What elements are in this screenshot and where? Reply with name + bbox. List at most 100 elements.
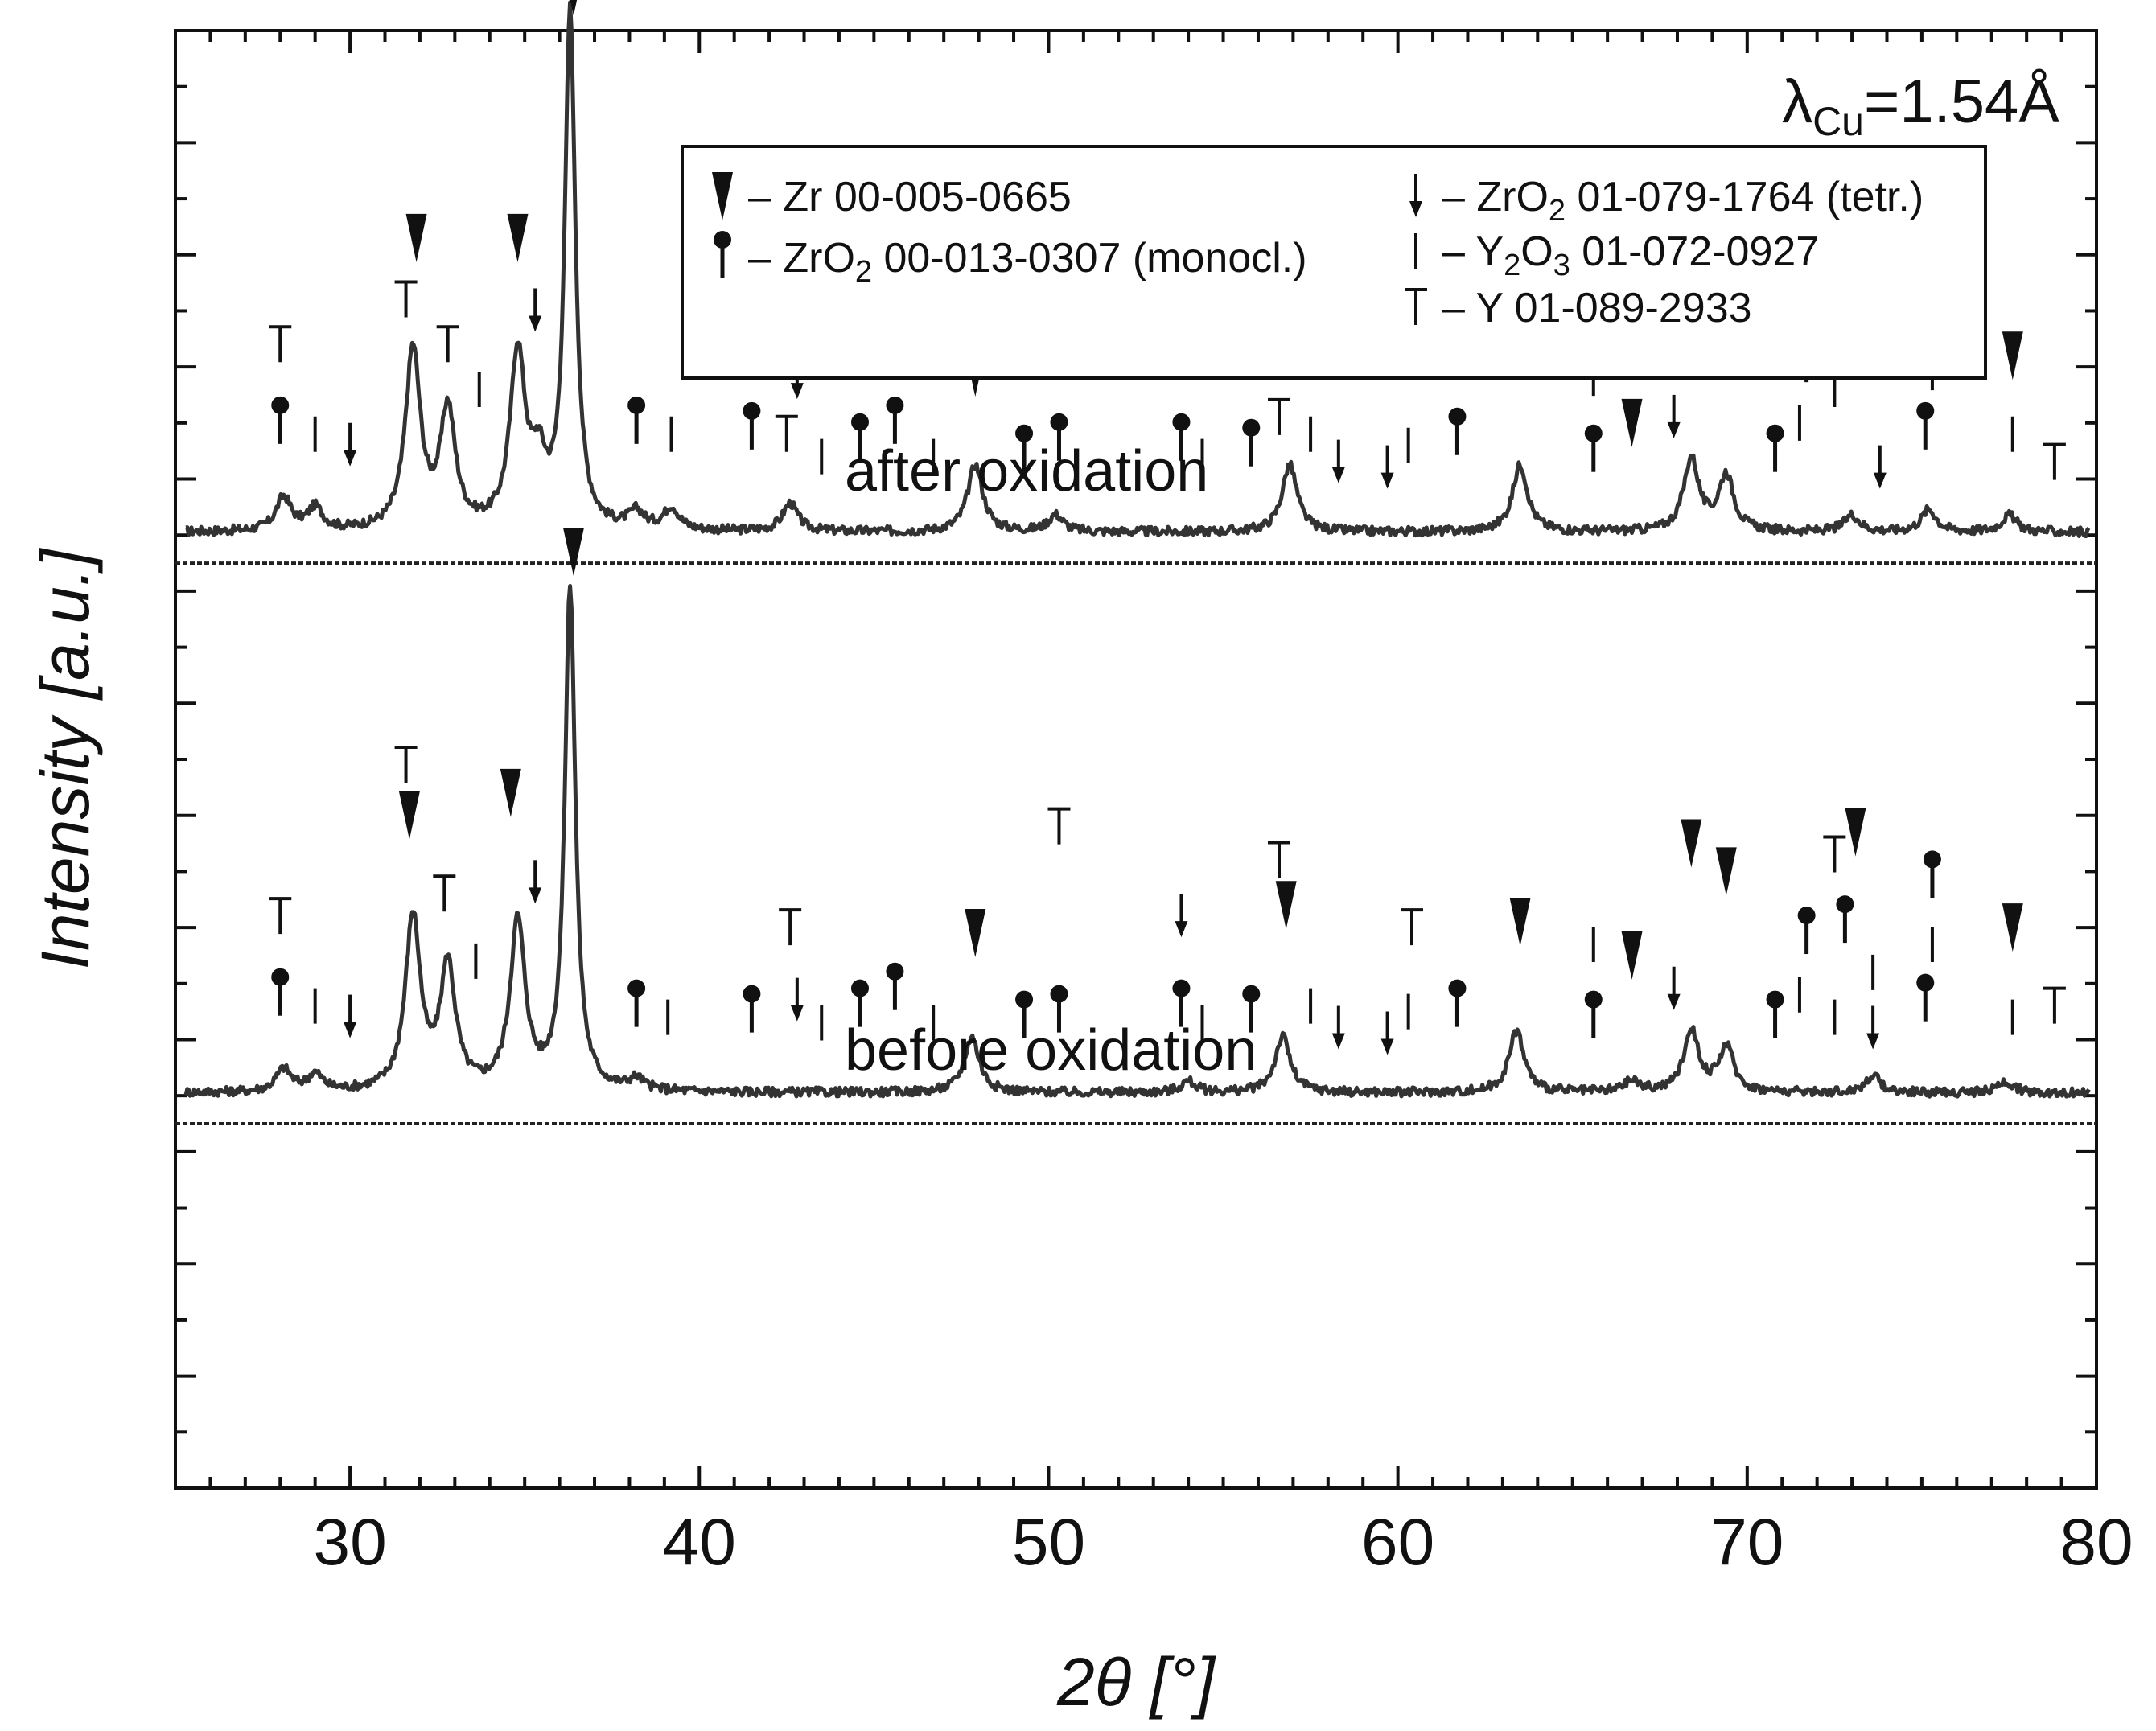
zro2-tetragonal-marker <box>1175 894 1188 938</box>
legend-entry: – ZrO2 01-079-1764 (tetr.) <box>1442 174 1924 228</box>
y-marker <box>775 414 798 452</box>
zro2-tetragonal-marker <box>1331 1005 1345 1050</box>
zr-marker <box>507 213 529 262</box>
series-line <box>185 0 2091 539</box>
y-marker <box>394 745 418 783</box>
zro2-monoclinic-marker <box>1923 850 1941 898</box>
y-marker <box>394 280 418 318</box>
zro2-monoclinic-marker <box>1584 990 1603 1038</box>
diffraction-traces <box>175 0 2096 1125</box>
y-marker <box>1268 841 1291 878</box>
zro2-tetragonal-marker <box>529 288 542 332</box>
zro2-tetragonal-marker <box>344 422 357 467</box>
zro2-monoclinic-marker <box>1172 979 1191 1027</box>
zro2-tetragonal-marker <box>790 977 804 1022</box>
wavelength-annotation: λCu=1.54Å <box>1782 68 2059 144</box>
zro2-monoclinic-marker <box>1916 973 1935 1022</box>
x-tick-label: 30 <box>313 1506 386 1579</box>
zr-marker <box>965 909 986 958</box>
x-tick-label: 80 <box>2059 1506 2133 1579</box>
zro2-monoclinic-marker <box>271 968 290 1016</box>
zr-marker <box>562 528 584 577</box>
y-marker <box>269 325 292 363</box>
zro2-monoclinic-marker <box>1242 985 1261 1033</box>
zro2-tetragonal-marker <box>1667 394 1681 438</box>
lambda-subscript: Cu <box>1812 99 1864 144</box>
y-marker <box>1268 397 1291 435</box>
y-marker <box>1401 908 1424 946</box>
zro2-monoclinic-marker <box>1797 907 1816 955</box>
zr-marker <box>2002 331 2023 380</box>
zro2-monoclinic-marker <box>627 396 646 444</box>
y-marker <box>1405 288 1427 325</box>
zro2-tetragonal-marker <box>344 994 357 1038</box>
x-tick-labels: 30 40 50 60 70 80 <box>313 1506 2133 1579</box>
y-marker <box>433 874 456 912</box>
zro2-monoclinic-marker <box>1050 413 1068 461</box>
x-tick-label: 70 <box>1710 1506 1784 1579</box>
y-marker <box>269 897 292 935</box>
zro2-monoclinic-marker <box>850 979 869 1027</box>
zro2-tetragonal-marker <box>1866 1005 1880 1050</box>
zro2-monoclinic-marker <box>1584 424 1603 472</box>
zro2-tetragonal-marker <box>1873 445 1886 489</box>
legend-entry: – ZrO2 00-013-0307 (monocl.) <box>748 235 1307 289</box>
zro2-monoclinic-marker <box>1015 990 1034 1038</box>
zr-marker <box>2002 903 2023 952</box>
zro2-tetragonal-marker <box>1380 1011 1394 1055</box>
zro2-monoclinic-marker <box>1916 401 1935 450</box>
zr-marker <box>1621 931 1643 980</box>
zro2-monoclinic-marker <box>886 962 904 1010</box>
x-tick-label: 50 <box>1012 1506 1085 1579</box>
zro2-monoclinic-marker <box>743 985 761 1033</box>
lambda-value: =1.54Å <box>1864 68 2059 136</box>
series-label-after: after oxidation <box>845 439 1208 504</box>
zr-marker <box>1681 819 1702 868</box>
legend: – Zr 00-005-0665 – ZrO2 00-013-0307 (mono… <box>681 145 1987 380</box>
zro2-monoclinic-marker <box>886 396 904 444</box>
zro2-monoclinic-marker <box>714 231 731 278</box>
zro2-tetragonal-marker <box>1380 445 1394 489</box>
zr-marker <box>1275 881 1297 930</box>
zr-marker <box>1621 398 1643 447</box>
y-marker <box>1823 835 1846 873</box>
series-label-before: before oxidation <box>845 1018 1257 1083</box>
zro2-monoclinic-marker <box>1448 407 1467 455</box>
zro2-tetragonal-marker <box>1331 439 1345 483</box>
y-marker <box>2043 442 2066 480</box>
zro2-tetragonal-marker <box>529 860 542 904</box>
zr-marker <box>1715 847 1737 896</box>
zr-marker <box>398 791 420 840</box>
zro2-monoclinic-marker <box>1172 413 1191 461</box>
x-axis-title: 2θ [°] <box>1056 1644 1216 1720</box>
zr-marker <box>500 768 521 817</box>
zro2-tetragonal-marker <box>1409 174 1422 217</box>
y-marker <box>2043 986 2066 1024</box>
zro2-monoclinic-marker <box>1015 424 1034 472</box>
legend-entry: – Zr 00-005-0665 <box>748 174 1072 220</box>
zro2-monoclinic-marker <box>1766 990 1784 1038</box>
zro2-monoclinic-marker <box>1242 418 1261 467</box>
y-marker <box>779 908 802 946</box>
legend-box <box>681 145 1987 380</box>
zro2-monoclinic-marker <box>1766 424 1784 472</box>
zr-marker <box>1509 898 1531 947</box>
series-line <box>183 584 2091 1099</box>
zro2-monoclinic-marker <box>627 979 646 1027</box>
legend-entry: – Y2O3 01-072-0927 <box>1442 228 1819 282</box>
zro2-monoclinic-marker <box>743 401 761 450</box>
x-tick-label: 40 <box>663 1506 736 1579</box>
legend-entry: – Y 01-089-2933 <box>1442 285 1752 331</box>
y-marker <box>436 325 459 363</box>
zr-marker <box>570 0 578 16</box>
zr-marker <box>405 213 427 262</box>
zro2-tetragonal-marker <box>1667 966 1681 1010</box>
y-marker <box>1047 807 1071 845</box>
zr-marker <box>712 172 733 220</box>
x-tick-label: 60 <box>1361 1506 1434 1579</box>
axis-ticks <box>175 31 2096 1488</box>
y-axis-title: Intensity [a.u.] <box>27 548 103 970</box>
zro2-monoclinic-marker <box>1448 979 1467 1027</box>
zro2-monoclinic-marker <box>271 396 290 444</box>
